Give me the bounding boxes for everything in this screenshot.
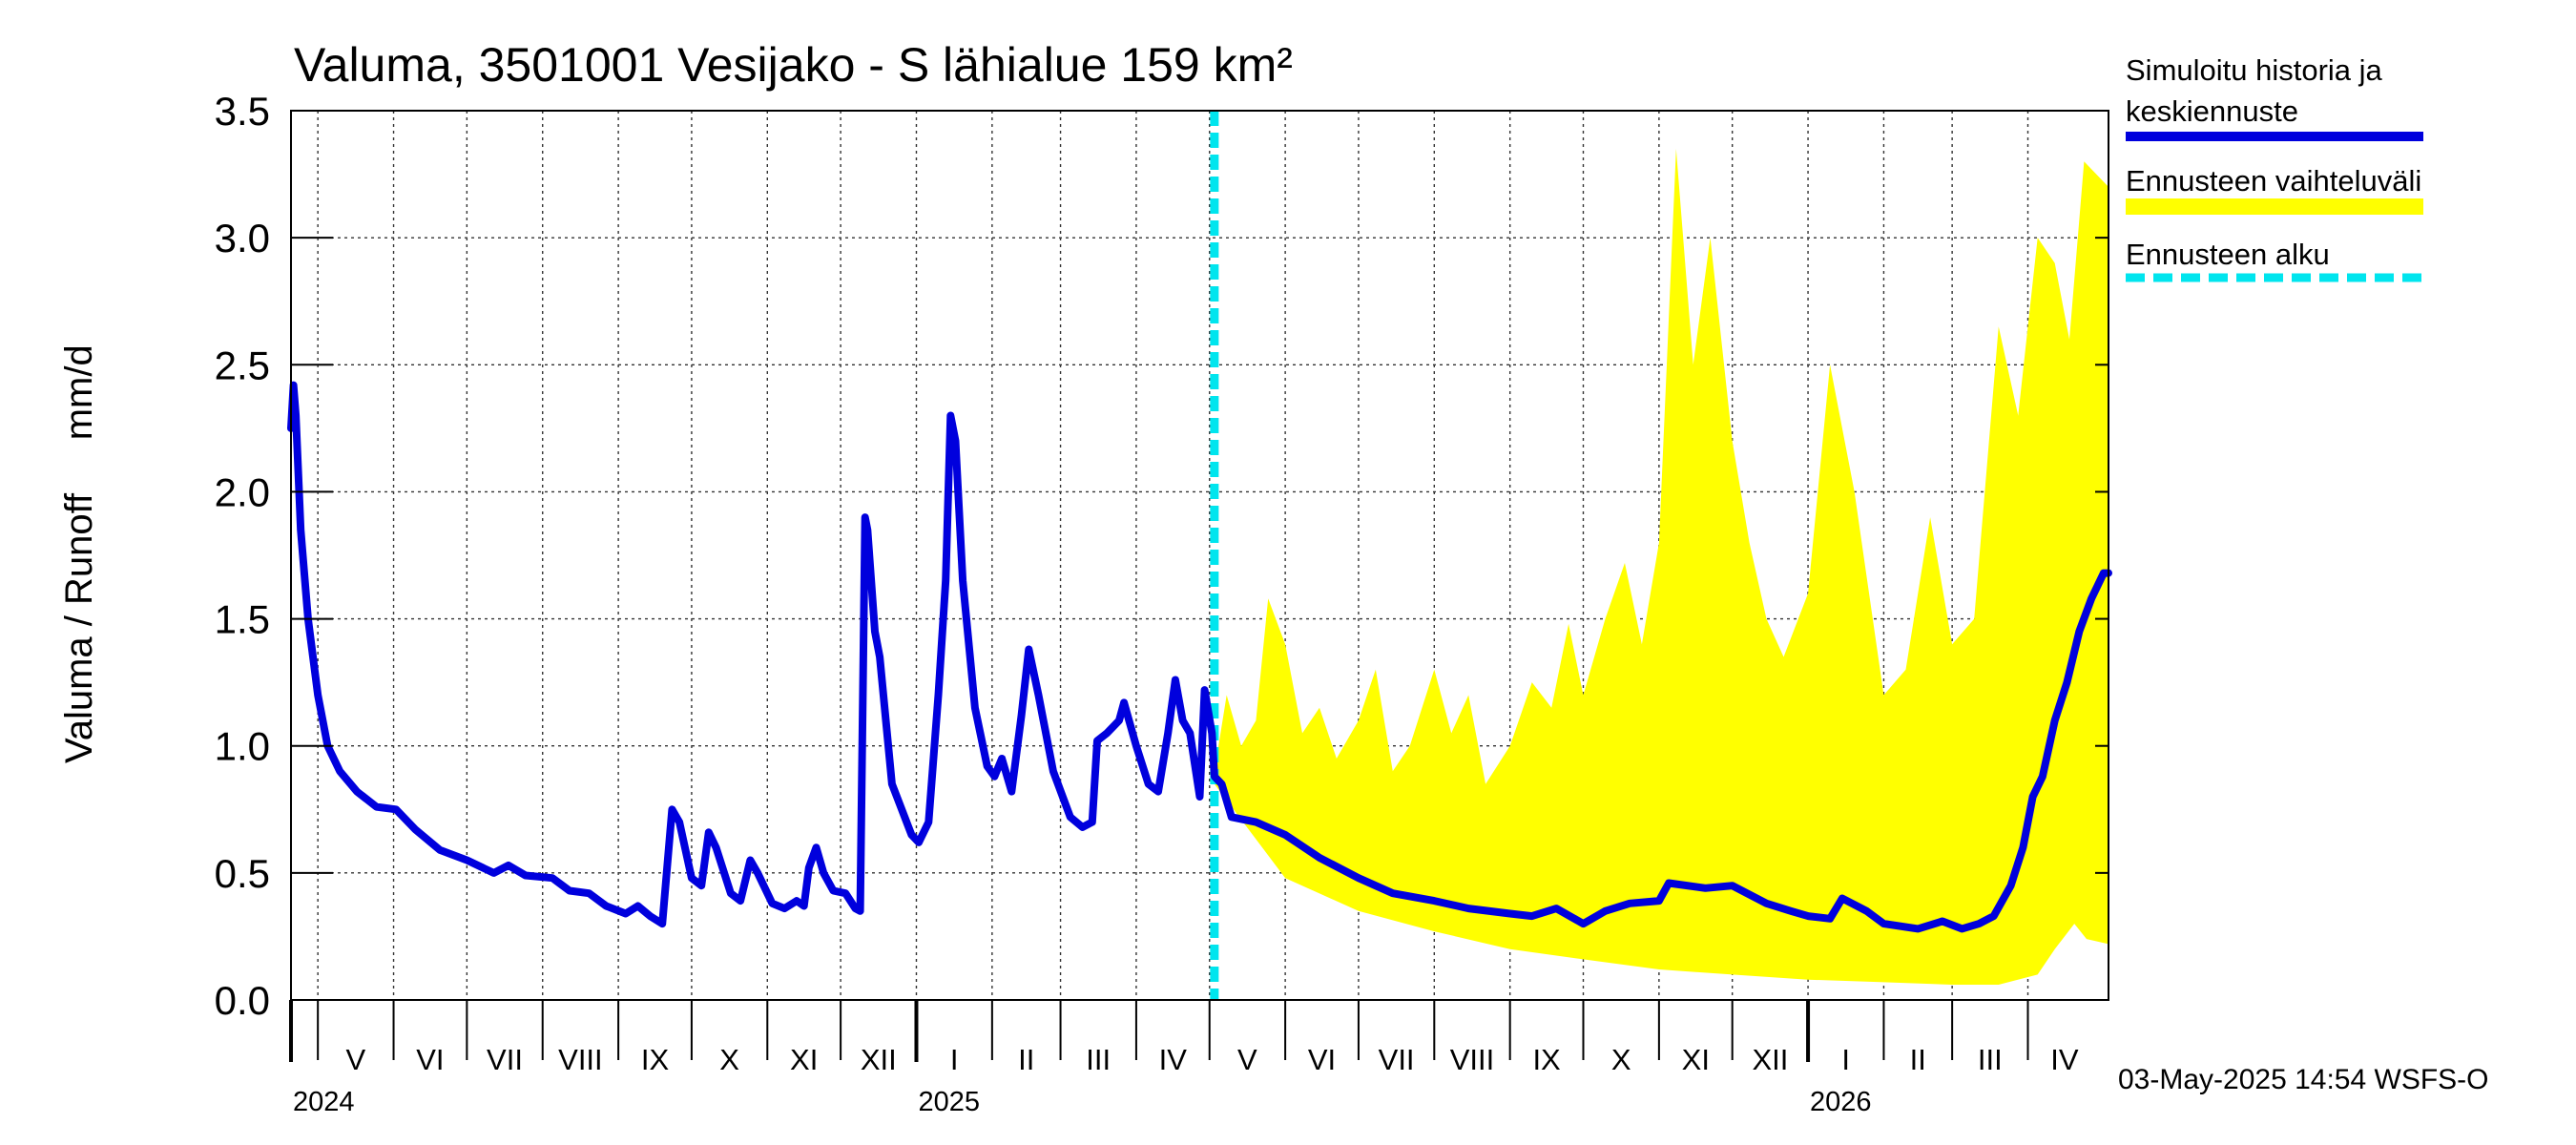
month-label: III: [1086, 1043, 1111, 1076]
month-label: XII: [861, 1043, 897, 1076]
year-label: 2025: [918, 1087, 980, 1117]
month-label: V: [1237, 1043, 1257, 1076]
legend-label-forecast-mean-cont: keskiennuste: [2126, 94, 2298, 128]
month-label: XI: [1682, 1043, 1710, 1076]
runoff-series-line: [287, 381, 2112, 933]
legend-swatch-range: [2126, 198, 2423, 215]
month-label: X: [1611, 1043, 1631, 1076]
month-label: IV: [1159, 1043, 1188, 1076]
month-label: I: [950, 1043, 959, 1076]
y-tick-label: 3.0: [215, 216, 270, 260]
month-label: II: [1018, 1043, 1034, 1076]
plot-area: [287, 110, 2112, 1001]
legend-label-forecast-start: Ennusteen alku: [2126, 238, 2330, 271]
month-label: I: [1841, 1043, 1850, 1076]
chart-title: Valuma, 3501001 Vesijako - S lähialue 15…: [294, 38, 1293, 92]
month-label: VII: [487, 1043, 523, 1076]
legend: Simuloitu historia ja keskiennuste Ennus…: [2126, 53, 2423, 282]
year-label: 2024: [293, 1087, 355, 1117]
y-tick-label: 1.0: [215, 724, 270, 769]
y-tick-label: 2.5: [215, 343, 270, 387]
month-label: IX: [641, 1043, 670, 1076]
month-label: VI: [416, 1043, 444, 1076]
y-axis-label: Valuma / Runoff mm/d: [58, 344, 100, 763]
footer-timestamp: 03-May-2025 14:54 WSFS-O: [2118, 1064, 2489, 1095]
y-axis: 0.0 0.5 1.0 1.5 2.0 2.5 3.0 3.5: [215, 89, 2109, 1023]
month-label: XI: [790, 1043, 818, 1076]
year-label: 2026: [1810, 1087, 1872, 1117]
month-label: IX: [1532, 1043, 1561, 1076]
month-label: V: [346, 1043, 366, 1076]
y-tick-label: 2.0: [215, 469, 270, 514]
forecast-range-band: [1214, 148, 2109, 985]
month-label: VIII: [1450, 1043, 1495, 1076]
month-label: VII: [1379, 1043, 1415, 1076]
y-tick-label: 0.5: [215, 851, 270, 896]
month-label: X: [719, 1043, 739, 1076]
month-label: III: [1978, 1043, 2003, 1076]
y-tick-label: 1.5: [215, 597, 270, 642]
y-tick-label: 3.5: [215, 89, 270, 134]
plot-frame: [290, 110, 2109, 1001]
x-axis: V VI VII VIII IX X XI XII I II III IV V VI VII VIII IX X X…: [289, 1000, 2079, 1117]
month-label: II: [1910, 1043, 1926, 1076]
month-label: VI: [1308, 1043, 1336, 1076]
legend-label-forecast-mean: Simuloitu historia ja: [2126, 53, 2383, 87]
month-label: IV: [2050, 1043, 2079, 1076]
legend-label-range: Ennusteen vaihteluväli: [2126, 164, 2421, 198]
month-label: VIII: [558, 1043, 603, 1076]
y-tick-label: 0.0: [215, 978, 270, 1023]
month-label: XII: [1752, 1043, 1788, 1076]
